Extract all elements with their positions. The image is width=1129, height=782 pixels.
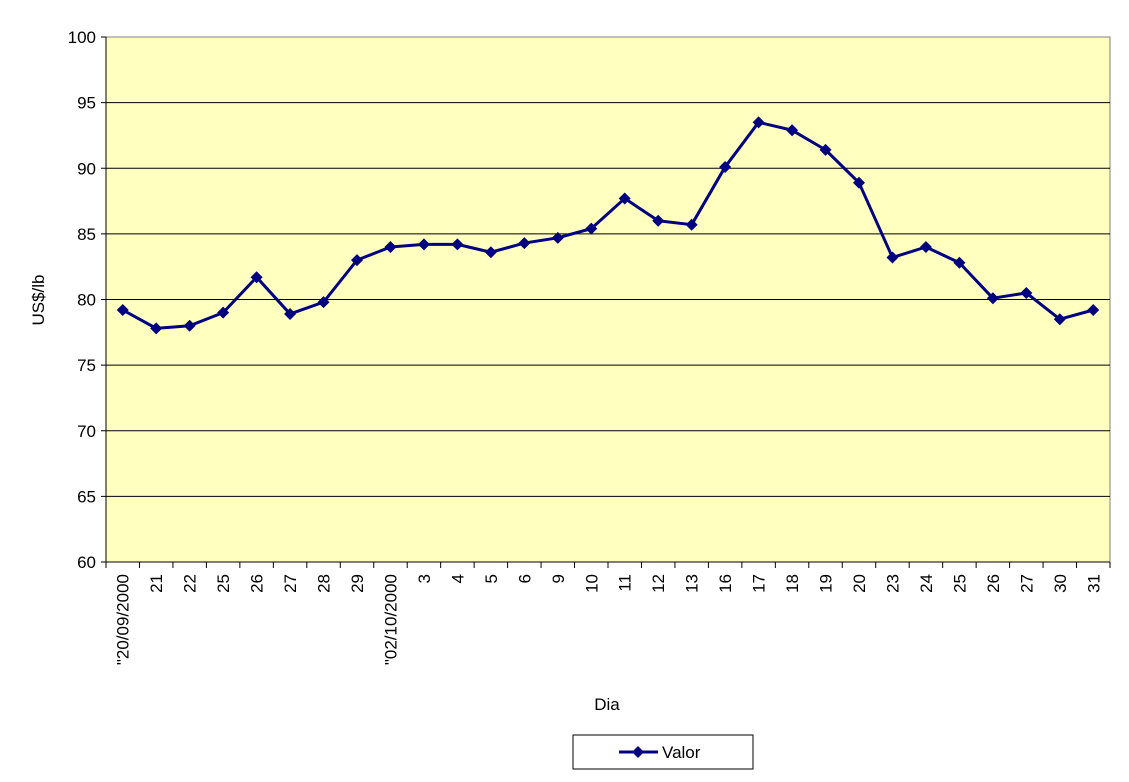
data-point-marker	[351, 254, 363, 267]
x-tick-label: 12	[649, 574, 668, 593]
x-tick-label: 27	[1017, 574, 1036, 593]
x-tick-label: 4	[448, 574, 467, 583]
data-point-marker	[250, 271, 263, 284]
x-tick-label: 22	[181, 574, 200, 593]
data-point-marker	[217, 306, 230, 319]
legend-label: Valor	[662, 743, 701, 762]
data-point-marker	[919, 241, 932, 253]
data-point-marker	[719, 160, 732, 173]
x-axis-title: Dia	[594, 695, 620, 714]
x-tick-label: 24	[917, 574, 936, 593]
x-tick-label: 13	[683, 574, 702, 593]
data-point-marker	[284, 307, 297, 320]
x-axis-ticks: "20/09/2000 21 22 25 26 27 28 29 "02/10/2000 3 4 5 6…	[105, 562, 1111, 665]
x-tick-label: "02/10/2000	[381, 574, 400, 665]
y-tick-label: 80	[77, 291, 96, 310]
y-tick-label: 60	[77, 553, 96, 572]
x-tick-label: 5	[482, 574, 501, 583]
legend: Valor	[572, 734, 754, 770]
data-series	[116, 116, 1100, 335]
data-point-marker	[551, 231, 564, 244]
data-point-marker	[451, 238, 464, 251]
x-tick-label: 30	[1051, 574, 1070, 593]
series-line	[122, 120, 1094, 330]
x-tick-label: 29	[348, 574, 367, 593]
y-tick-label: 65	[77, 487, 96, 506]
data-point-marker	[986, 292, 999, 305]
data-point-marker	[618, 192, 631, 205]
x-tick-label: 25	[214, 574, 233, 593]
data-point-marker	[786, 124, 799, 137]
x-tick-label: 27	[281, 574, 300, 593]
data-point-marker	[518, 237, 531, 250]
data-point-marker	[953, 256, 966, 269]
data-point-marker	[384, 241, 397, 253]
data-point-marker	[652, 214, 665, 227]
data-point-marker	[150, 322, 163, 335]
data-point-marker	[183, 319, 196, 332]
x-tick-label: 31	[1084, 574, 1103, 593]
x-tick-label: 19	[817, 574, 836, 593]
legend-marker-diamond-icon	[632, 746, 644, 758]
x-tick-label: 25	[950, 574, 969, 593]
y-tick-label: 70	[77, 422, 96, 441]
data-point-marker	[752, 116, 765, 129]
x-tick-label: 9	[549, 574, 568, 583]
y-tick-label: 75	[77, 356, 96, 375]
y-tick-label: 85	[77, 225, 96, 244]
x-tick-label: "20/09/2000	[114, 574, 133, 665]
x-tick-label: 20	[850, 574, 869, 593]
x-tick-label: 26	[984, 574, 1003, 593]
x-tick-label: 11	[616, 574, 635, 592]
data-point-marker	[484, 246, 497, 259]
data-point-marker	[819, 143, 832, 156]
y-tick-label: 100	[68, 28, 96, 47]
x-tick-label: 17	[750, 574, 769, 593]
data-point-marker	[417, 238, 430, 251]
x-tick-label: 18	[783, 574, 802, 593]
x-tick-label: 3	[415, 574, 434, 583]
data-point-marker	[853, 176, 865, 189]
x-tick-label: 26	[248, 574, 267, 593]
y-tick-label: 95	[77, 94, 96, 113]
legend-box	[572, 734, 754, 770]
x-tick-label: 6	[515, 574, 534, 583]
x-tick-label: 16	[716, 574, 735, 593]
data-point-marker	[1053, 313, 1066, 326]
data-point-marker	[685, 218, 698, 231]
gridlines	[106, 102, 1110, 497]
data-point-marker	[886, 251, 899, 264]
x-tick-label: 23	[883, 574, 902, 593]
data-point-marker	[1087, 304, 1100, 316]
x-tick-label: 21	[147, 574, 166, 593]
x-tick-label: 10	[582, 574, 601, 593]
data-point-marker	[1020, 286, 1033, 299]
y-axis-title: US$/lb	[29, 274, 48, 325]
y-tick-label: 90	[77, 159, 96, 178]
data-point-marker	[116, 304, 129, 316]
x-tick-label: 28	[315, 574, 334, 593]
data-point-marker	[585, 222, 598, 235]
data-point-marker	[317, 296, 330, 309]
